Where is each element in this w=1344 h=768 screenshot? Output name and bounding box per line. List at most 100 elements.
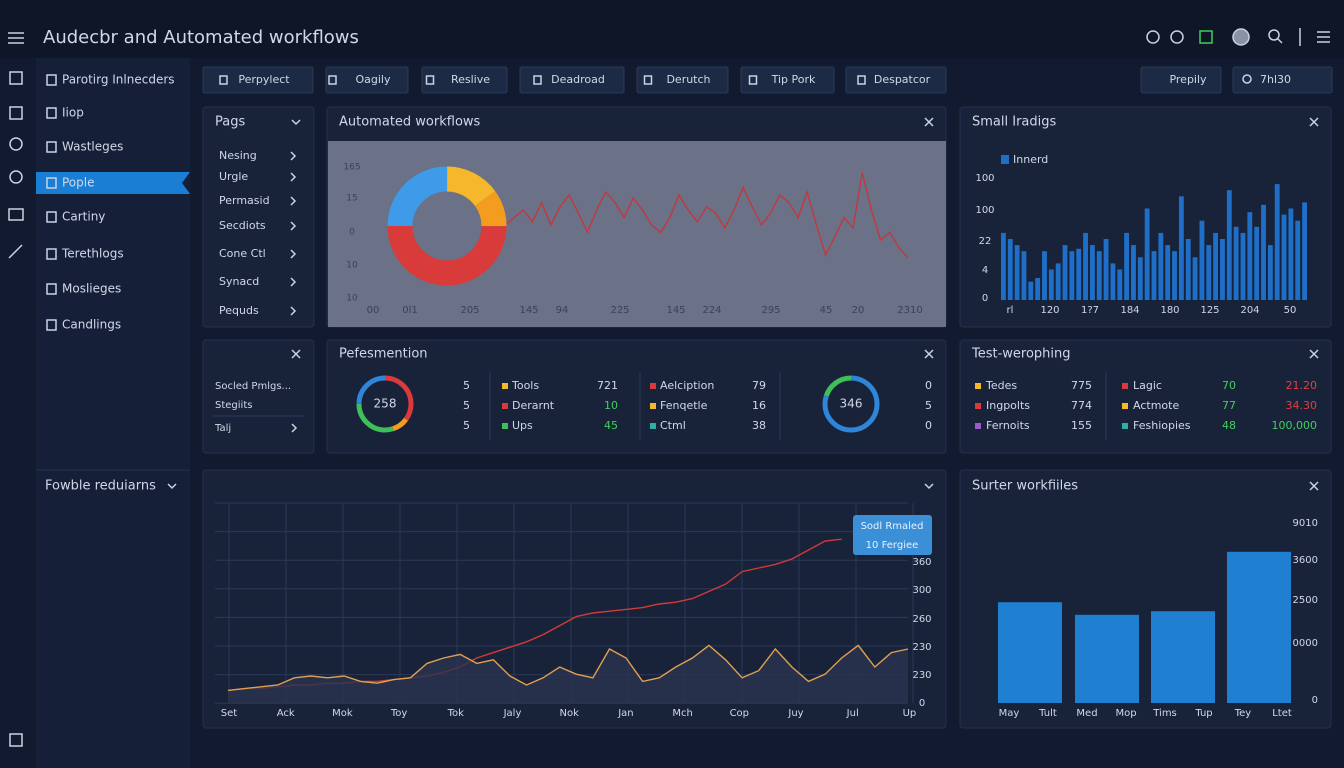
bar bbox=[1267, 245, 1273, 300]
toolbar-button[interactable] bbox=[845, 66, 947, 94]
legend-dot bbox=[502, 403, 508, 409]
item-icon bbox=[46, 107, 57, 119]
button-icon bbox=[643, 75, 653, 85]
x-tick-label: 125 bbox=[1200, 305, 1219, 316]
toolbar-button[interactable] bbox=[636, 66, 729, 94]
bar bbox=[1178, 196, 1184, 300]
y-tick-label: 0 bbox=[349, 228, 355, 238]
x-tick-label: Set bbox=[221, 708, 238, 719]
bar bbox=[1124, 232, 1130, 300]
sidebar-item[interactable]: Iiop bbox=[62, 106, 84, 120]
donut-label: 346 bbox=[840, 397, 863, 411]
x-tick-label: 145 bbox=[519, 305, 538, 316]
bar bbox=[1048, 269, 1054, 300]
toolbar-button[interactable] bbox=[421, 66, 508, 94]
row-extra: 21.20 bbox=[1286, 379, 1318, 392]
row-name: Feshiopies bbox=[1133, 419, 1191, 432]
row-name: Ctml bbox=[660, 419, 686, 432]
donut-segment bbox=[387, 166, 507, 286]
close-button[interactable] bbox=[291, 349, 301, 359]
bar bbox=[1007, 239, 1013, 300]
legend-dot bbox=[650, 423, 656, 429]
sidebar-item[interactable]: Candlings bbox=[62, 318, 121, 332]
x-tick-label: Toy bbox=[390, 708, 408, 719]
close-button[interactable] bbox=[924, 117, 934, 127]
close-button[interactable] bbox=[1309, 349, 1319, 359]
page-item: Cone Ctl bbox=[219, 247, 266, 260]
x-tick-label: rl bbox=[1007, 305, 1014, 316]
sidebar-item[interactable]: Terethlogs bbox=[61, 247, 124, 261]
bar bbox=[1220, 239, 1225, 300]
sidebar-item[interactable]: Moslieges bbox=[62, 282, 121, 296]
y-tick-label: 260 bbox=[912, 614, 931, 625]
y-tick-label: 9010 bbox=[1293, 518, 1318, 529]
bar bbox=[1089, 245, 1095, 300]
legend-dot bbox=[1122, 383, 1128, 389]
x-tick-label: Ltet bbox=[1272, 708, 1292, 719]
chevron bbox=[924, 483, 934, 490]
trend-panel bbox=[202, 469, 947, 729]
sidebar-item[interactable]: Pople bbox=[62, 176, 94, 190]
header-icons[interactable] bbox=[1146, 28, 1330, 46]
button-label: Despatcor bbox=[874, 73, 931, 86]
mini-item: Socled Pmlgs... bbox=[215, 381, 291, 392]
bar bbox=[1233, 226, 1239, 300]
y-tick-label: 4 bbox=[982, 265, 988, 276]
toolbar-button[interactable] bbox=[1140, 66, 1222, 94]
page-item: Pequds bbox=[219, 304, 259, 317]
bar bbox=[1042, 251, 1047, 300]
y-tick-label: 360 bbox=[912, 557, 931, 568]
bar bbox=[1151, 611, 1215, 703]
rail-icons[interactable] bbox=[8, 71, 24, 747]
button-icon bbox=[425, 75, 435, 85]
x-tick-label: Tult bbox=[1038, 708, 1057, 719]
sidebar-item[interactable]: Parotirg Inlnecders bbox=[62, 73, 175, 87]
x-tick-label: 1?7 bbox=[1081, 305, 1099, 316]
legend-dot bbox=[975, 423, 981, 429]
bar bbox=[1281, 214, 1287, 300]
button-icon bbox=[857, 75, 866, 85]
x-tick-label: Med bbox=[1076, 708, 1097, 719]
y-tick-label: 2500 bbox=[1293, 595, 1318, 606]
x-tick-label: 2310 bbox=[897, 305, 922, 316]
button-label: Derutch bbox=[666, 73, 710, 86]
row-value: 79 bbox=[752, 379, 766, 392]
tooltip-text: 10 Fergiee bbox=[866, 540, 919, 551]
panel-title: Test-werophing bbox=[971, 347, 1071, 362]
chevron bbox=[291, 119, 301, 126]
mini-panel bbox=[202, 339, 315, 454]
row-value: 155 bbox=[1071, 419, 1092, 432]
toolbar-button[interactable] bbox=[325, 66, 409, 94]
x-tick-label: Mok bbox=[332, 708, 353, 719]
x-tick-label: 184 bbox=[1120, 305, 1139, 316]
x-tick-label: Nok bbox=[560, 708, 580, 719]
row-name: Lagic bbox=[1133, 379, 1162, 392]
close-button[interactable] bbox=[1309, 117, 1319, 127]
x-tick-label: May bbox=[999, 708, 1020, 719]
bar bbox=[998, 602, 1062, 703]
performance-panel bbox=[326, 339, 947, 454]
toolbar-button[interactable] bbox=[202, 66, 314, 94]
row-value: 10 bbox=[604, 399, 618, 412]
row-extra: 34.30 bbox=[1286, 399, 1318, 412]
bar bbox=[1185, 239, 1191, 300]
y-tick-label: 0 bbox=[982, 293, 988, 304]
close-button[interactable] bbox=[924, 349, 934, 359]
item-icon bbox=[46, 74, 57, 86]
sidebar-item[interactable]: Wastleges bbox=[62, 140, 123, 154]
x-tick-label: 295 bbox=[761, 305, 780, 316]
menu-icon[interactable] bbox=[8, 32, 24, 44]
x-tick-label: Tey bbox=[1234, 708, 1252, 719]
close-button[interactable] bbox=[1309, 481, 1319, 491]
toolbar-button[interactable] bbox=[519, 66, 625, 94]
bar bbox=[1172, 251, 1177, 300]
item-icon bbox=[46, 319, 57, 331]
search-box[interactable] bbox=[1232, 66, 1333, 94]
sidebar-item[interactable]: Cartiny bbox=[62, 210, 105, 224]
toolbar-button[interactable] bbox=[740, 66, 835, 94]
x-tick-label: 20 bbox=[852, 305, 865, 316]
bar bbox=[1028, 281, 1034, 300]
y-tick-label: 0 bbox=[1312, 695, 1318, 706]
series-line bbox=[504, 172, 909, 259]
chevron bbox=[290, 221, 297, 231]
